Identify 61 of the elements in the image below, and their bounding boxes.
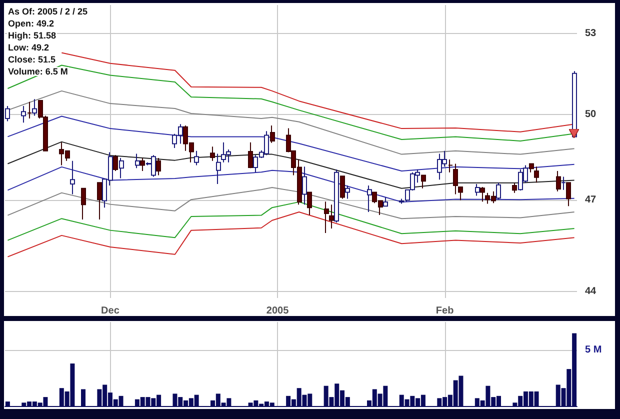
y-tick-label: 44: [585, 286, 597, 298]
line-series: [7, 201, 575, 241]
candlestick: [70, 160, 75, 195]
line-series: [7, 187, 575, 220]
candlestick: [475, 184, 480, 196]
y-tick-label: 5 M: [585, 344, 602, 356]
candlestick: [119, 158, 124, 179]
annotation: As Of: 2005 / 2 / 25: [8, 6, 88, 16]
candlestick: [307, 192, 312, 216]
candlestick: [135, 153, 140, 169]
line-series: [7, 166, 575, 202]
candlestick: [113, 154, 118, 172]
candlestick: [496, 182, 501, 200]
candlestick: [448, 158, 453, 173]
x-tick-label: 2005: [266, 306, 290, 316]
candlestick: [194, 150, 199, 166]
candlestick: [421, 174, 426, 189]
y-tick-label: 50: [585, 108, 597, 120]
candlestick: [97, 182, 102, 220]
candlestick: [453, 163, 458, 195]
candlestick: [302, 166, 307, 206]
candlestick: [27, 101, 32, 120]
x-tick-label: Dec: [101, 306, 120, 316]
candlestick: [248, 142, 253, 169]
candlestick: [561, 176, 566, 190]
annotation: Low: 49.2: [8, 42, 50, 52]
candlestick: [81, 188, 86, 220]
candlestick: [329, 204, 334, 230]
candlestick: [529, 163, 534, 173]
line-series: [61, 52, 575, 132]
candlestick: [480, 186, 485, 202]
candlestick: [340, 176, 345, 200]
candlestick: [270, 124, 275, 144]
candlestick: [566, 182, 571, 207]
x-tick-label: Feb: [436, 306, 454, 316]
annotation: Open: 49.2: [8, 18, 54, 28]
line-series: [7, 212, 575, 258]
candlestick: [334, 169, 339, 223]
candlestick: [534, 166, 539, 184]
line-series: [7, 90, 575, 155]
line-series: [7, 116, 575, 172]
candlestick: [367, 184, 372, 213]
candlestick: [210, 146, 215, 162]
candlestick: [324, 201, 329, 234]
candlestick: [383, 196, 388, 207]
candlestick: [32, 98, 37, 116]
annotation: Volume: 6.5 M: [8, 66, 68, 76]
candlestick: [556, 170, 561, 192]
candlestick: [21, 106, 26, 124]
annotation: High: 51.58: [8, 30, 56, 40]
y-tick-label: 53: [585, 28, 597, 39]
candlestick: [458, 186, 463, 201]
candlestick: [399, 198, 404, 204]
candlestick: [345, 184, 350, 200]
annotation: Close: 51.5: [8, 54, 56, 64]
line-series: [7, 141, 575, 189]
candlestick: [140, 158, 145, 172]
y-tick-label: 47: [585, 194, 597, 206]
candlestick: [216, 153, 221, 185]
candlestick: [156, 158, 161, 176]
candlestick: [512, 182, 517, 194]
